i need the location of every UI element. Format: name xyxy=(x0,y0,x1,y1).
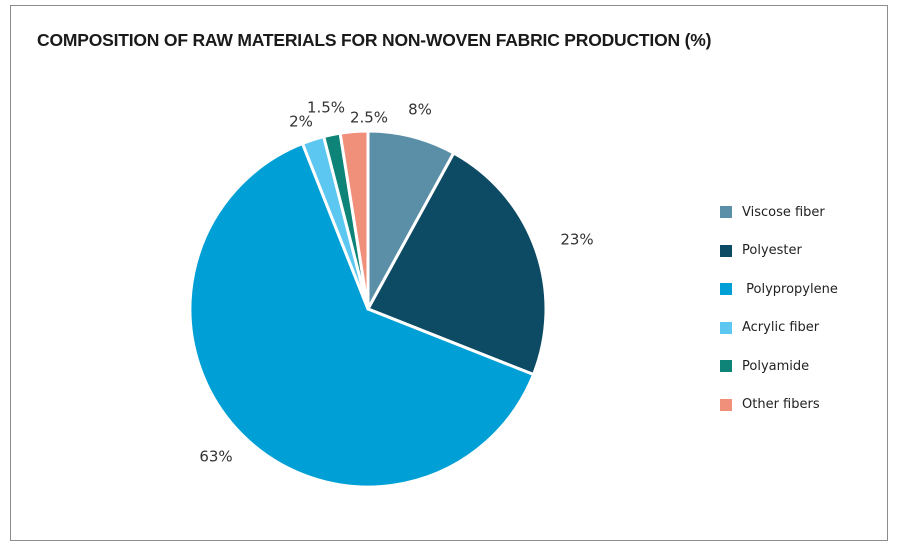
pie-slice-polyester xyxy=(366,151,548,377)
chart-title: COMPOSITION OF RAW MATERIALS FOR NON-WOV… xyxy=(37,30,712,50)
legend-swatch xyxy=(720,360,732,373)
legend-item-viscose-fiber: Viscose fiber xyxy=(720,193,890,232)
data-label-polypropylene: 63% xyxy=(199,448,232,466)
legend-label: Polypropylene xyxy=(742,281,838,297)
pie-slice-viscose-fiber xyxy=(366,129,456,311)
legend-swatch xyxy=(720,244,732,257)
pie-slice-polypropylene xyxy=(188,142,535,489)
legend-label: Polyester xyxy=(742,243,802,259)
data-label-viscose-fiber: 8% xyxy=(408,101,432,119)
legend-label: Other fibers xyxy=(742,397,820,413)
legend-item-polyamide: Polyamide xyxy=(720,347,890,386)
legend-item-other-fibers: Other fibers xyxy=(720,386,890,425)
data-label-polyester: 23% xyxy=(560,231,593,249)
data-label-acrylic-fiber: 2% xyxy=(289,113,313,131)
data-label-polyamide: 1.5% xyxy=(307,99,345,117)
legend-swatch xyxy=(720,206,732,219)
legend-swatch xyxy=(720,283,732,296)
legend-item-acrylic-fiber: Acrylic fiber xyxy=(720,309,890,348)
legend-swatch xyxy=(720,321,732,334)
pie-slice-other-fibers xyxy=(338,129,370,311)
legend-item-polyester: Polyester xyxy=(720,232,890,271)
pie-slices xyxy=(188,129,548,489)
legend-label: Polyamide xyxy=(742,358,810,374)
legend-swatch xyxy=(720,398,732,411)
data-label-other-fibers: 2.5% xyxy=(350,109,388,127)
legend-label: Viscose fiber xyxy=(742,204,825,220)
chart-legend: Viscose fiber Polyester Polypropylene Ac… xyxy=(720,193,890,424)
pie-data-labels: 8% 23% 63% 2%1.5% 2.5% xyxy=(199,99,593,466)
legend-label: Acrylic fiber xyxy=(742,320,820,336)
legend-item-polypropylene: Polypropylene xyxy=(720,270,890,309)
